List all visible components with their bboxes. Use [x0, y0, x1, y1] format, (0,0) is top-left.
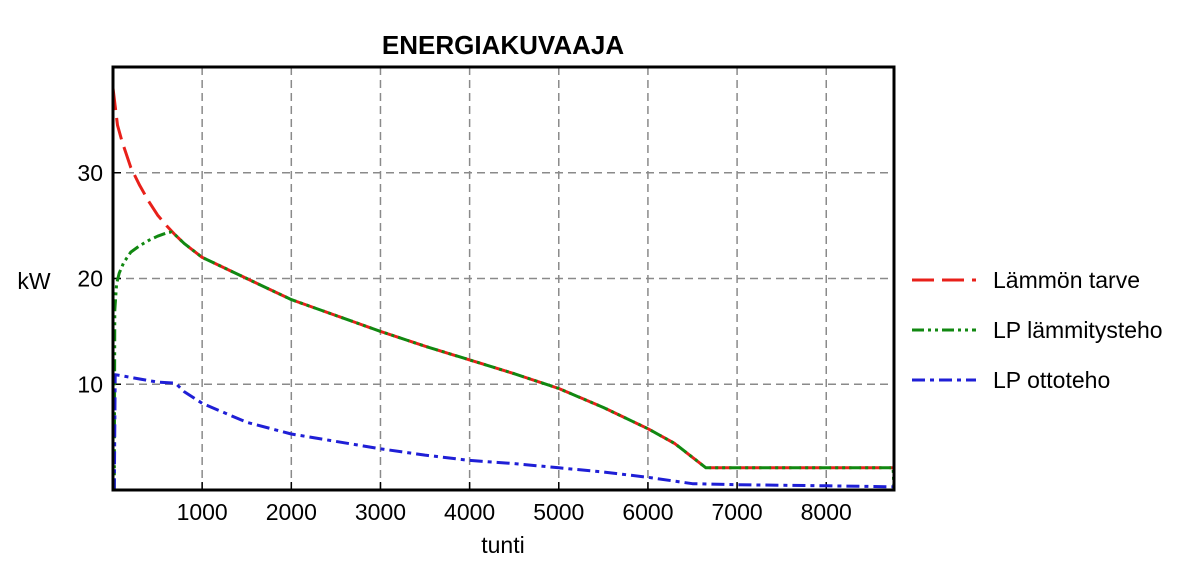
- legend-label: LP lämmitysteho: [993, 317, 1163, 343]
- chart-title: ENERGIAKUVAAJA: [382, 30, 624, 60]
- x-tick-label: 1000: [177, 499, 228, 525]
- y-tick-label: 30: [77, 160, 103, 186]
- x-tick-label: 8000: [801, 499, 852, 525]
- x-axis-label: tunti: [481, 532, 524, 558]
- x-tick-label: 6000: [622, 499, 673, 525]
- legend-label: LP ottoteho: [993, 367, 1110, 393]
- plot-frame: [111, 65, 896, 492]
- legend: Lämmön tarve LP lämmitysteho LP ottoteho: [912, 267, 1163, 393]
- x-tick-label: 5000: [533, 499, 584, 525]
- x-tick-label: 4000: [444, 499, 495, 525]
- grid-lines: [113, 67, 894, 490]
- series-lines: [111, 88, 896, 492]
- series-line-3: [112, 373, 895, 492]
- series-line-2: [112, 230, 896, 492]
- y-axis-label: kW: [17, 268, 51, 294]
- legend-item: LP lämmitysteho: [912, 317, 1163, 343]
- legend-item: LP ottoteho: [912, 367, 1110, 393]
- legend-label: Lämmön tarve: [993, 267, 1140, 293]
- y-tick-label: 20: [77, 266, 103, 292]
- tick-labels: 1000 2000 3000 4000 5000 6000 7000 8000 10 20 30: [77, 160, 851, 525]
- series-line-1: [111, 88, 894, 470]
- legend-item: Lämmön tarve: [912, 267, 1140, 293]
- y-tick-label: 10: [77, 371, 103, 397]
- x-tick-label: 7000: [712, 499, 763, 525]
- x-tick-label: 3000: [355, 499, 406, 525]
- x-tick-label: 2000: [266, 499, 317, 525]
